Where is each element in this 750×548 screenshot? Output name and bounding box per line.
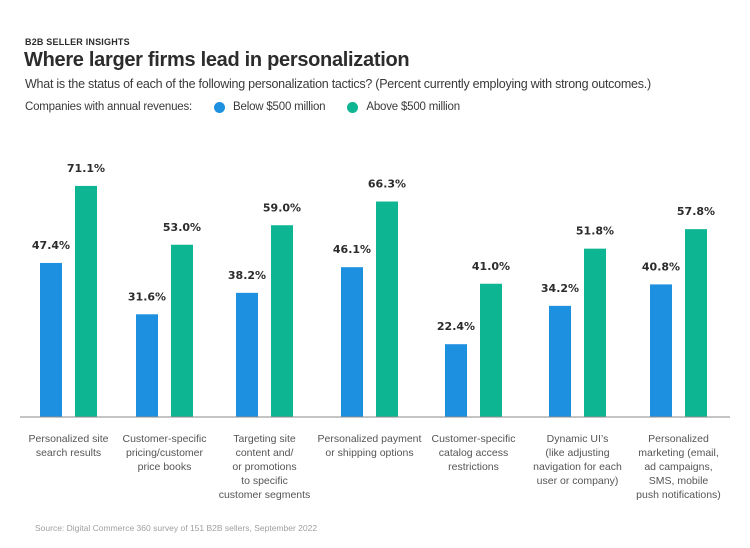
data-label-above-5: 51.8% — [576, 225, 614, 238]
category-label-line: SMS, mobile — [648, 475, 709, 487]
bar-above-3 — [376, 201, 398, 417]
data-label-below-0: 47.4% — [32, 239, 70, 252]
category-label-1: Customer-specific pricing/customer price b… — [110, 432, 220, 474]
bar-above-2 — [271, 225, 293, 417]
category-label-line: Personalized payment — [317, 433, 422, 445]
category-label-line: search results — [35, 447, 102, 459]
category-label-line: or shipping options — [325, 447, 414, 459]
category-label-line: Customer-specific — [431, 433, 516, 445]
data-label-above-1: 53.0% — [163, 221, 201, 234]
bar-above-4 — [480, 283, 502, 417]
data-label-above-2: 59.0% — [263, 201, 301, 214]
data-label-below-4: 22.4% — [437, 320, 475, 333]
category-label-line: Targeting site — [233, 433, 296, 445]
category-label-line: Customer-specific — [122, 433, 207, 445]
bar-below-2 — [236, 292, 258, 417]
bar-above-1 — [171, 244, 193, 417]
bar-below-6 — [650, 284, 672, 417]
category-label-line: pricing/customer — [125, 447, 204, 459]
category-label-line: Personalized — [648, 433, 709, 445]
data-label-above-6: 57.8% — [677, 205, 715, 218]
bar-above-0 — [75, 185, 97, 417]
bar-above-5 — [584, 248, 606, 417]
legend-prefix: Companies with annual revenues: — [25, 101, 193, 113]
data-label-above-4: 41.0% — [472, 260, 510, 273]
bar-above-6 — [685, 229, 707, 417]
bar-below-4 — [445, 344, 467, 417]
legend-swatch-above — [347, 101, 359, 113]
legend: Companies with annual revenues: Below $5… — [25, 101, 460, 113]
data-label-below-5: 34.2% — [541, 282, 579, 295]
bar-below-0 — [40, 262, 62, 417]
category-label-line: push notifications) — [636, 489, 721, 501]
legend-item-above: Above $500 million — [347, 101, 460, 113]
data-label-above-0: 71.1% — [67, 162, 105, 175]
category-label-line: price books — [137, 461, 192, 473]
data-label-below-2: 38.2% — [228, 269, 266, 282]
category-label-line: Dynamic UI’s — [546, 433, 609, 445]
category-label-6: Personalized marketing (email, ad campaign… — [624, 432, 734, 502]
chart-title: Where larger firms lead in personalizati… — [24, 49, 410, 71]
data-label-below-1: 31.6% — [128, 290, 166, 303]
legend-swatch-below — [214, 101, 226, 113]
source-note: Source: Digital Commerce 360 survey of 1… — [35, 523, 318, 533]
kicker: B2B SELLER INSIGHTS — [25, 37, 130, 47]
legend-item-below: Below $500 million — [214, 101, 326, 113]
category-label-0: Personalized site search results — [14, 432, 124, 460]
category-label-line: or promotions — [232, 461, 297, 473]
category-label-line: ad campaigns, — [644, 461, 713, 473]
bar-below-3 — [341, 267, 363, 417]
category-label-line: marketing (email, — [638, 447, 719, 459]
bar-below-5 — [549, 305, 571, 417]
category-label-line: restrictions — [448, 461, 499, 473]
category-label-5: Dynamic UI’s (like adjusting navigation fo… — [523, 432, 633, 488]
category-label-line: to specific — [241, 475, 288, 487]
category-label-3: Personalized payment or shipping options — [315, 432, 425, 460]
category-label-line: customer segments — [218, 489, 311, 501]
data-label-above-3: 66.3% — [368, 178, 406, 191]
category-label-line: (like adjusting — [545, 447, 610, 459]
data-label-below-6: 40.8% — [642, 260, 680, 273]
category-label-line: user or company) — [536, 475, 619, 487]
category-label-2: Targeting site content and/or promotions t… — [210, 432, 320, 502]
category-label-line: navigation for each — [533, 461, 622, 473]
category-label-4: Customer-specific catalog access restricti… — [419, 432, 529, 474]
category-label-line: catalog access — [438, 447, 509, 459]
legend-label-above: Above $500 million — [366, 101, 460, 113]
category-label-line: Personalized site — [28, 433, 109, 445]
chart-subtitle: What is the status of each of the follow… — [25, 77, 651, 91]
category-label-line: content and/ — [235, 447, 294, 459]
data-label-below-3: 46.1% — [333, 243, 371, 256]
legend-label-below: Below $500 million — [233, 101, 326, 113]
bar-below-1 — [136, 314, 158, 417]
